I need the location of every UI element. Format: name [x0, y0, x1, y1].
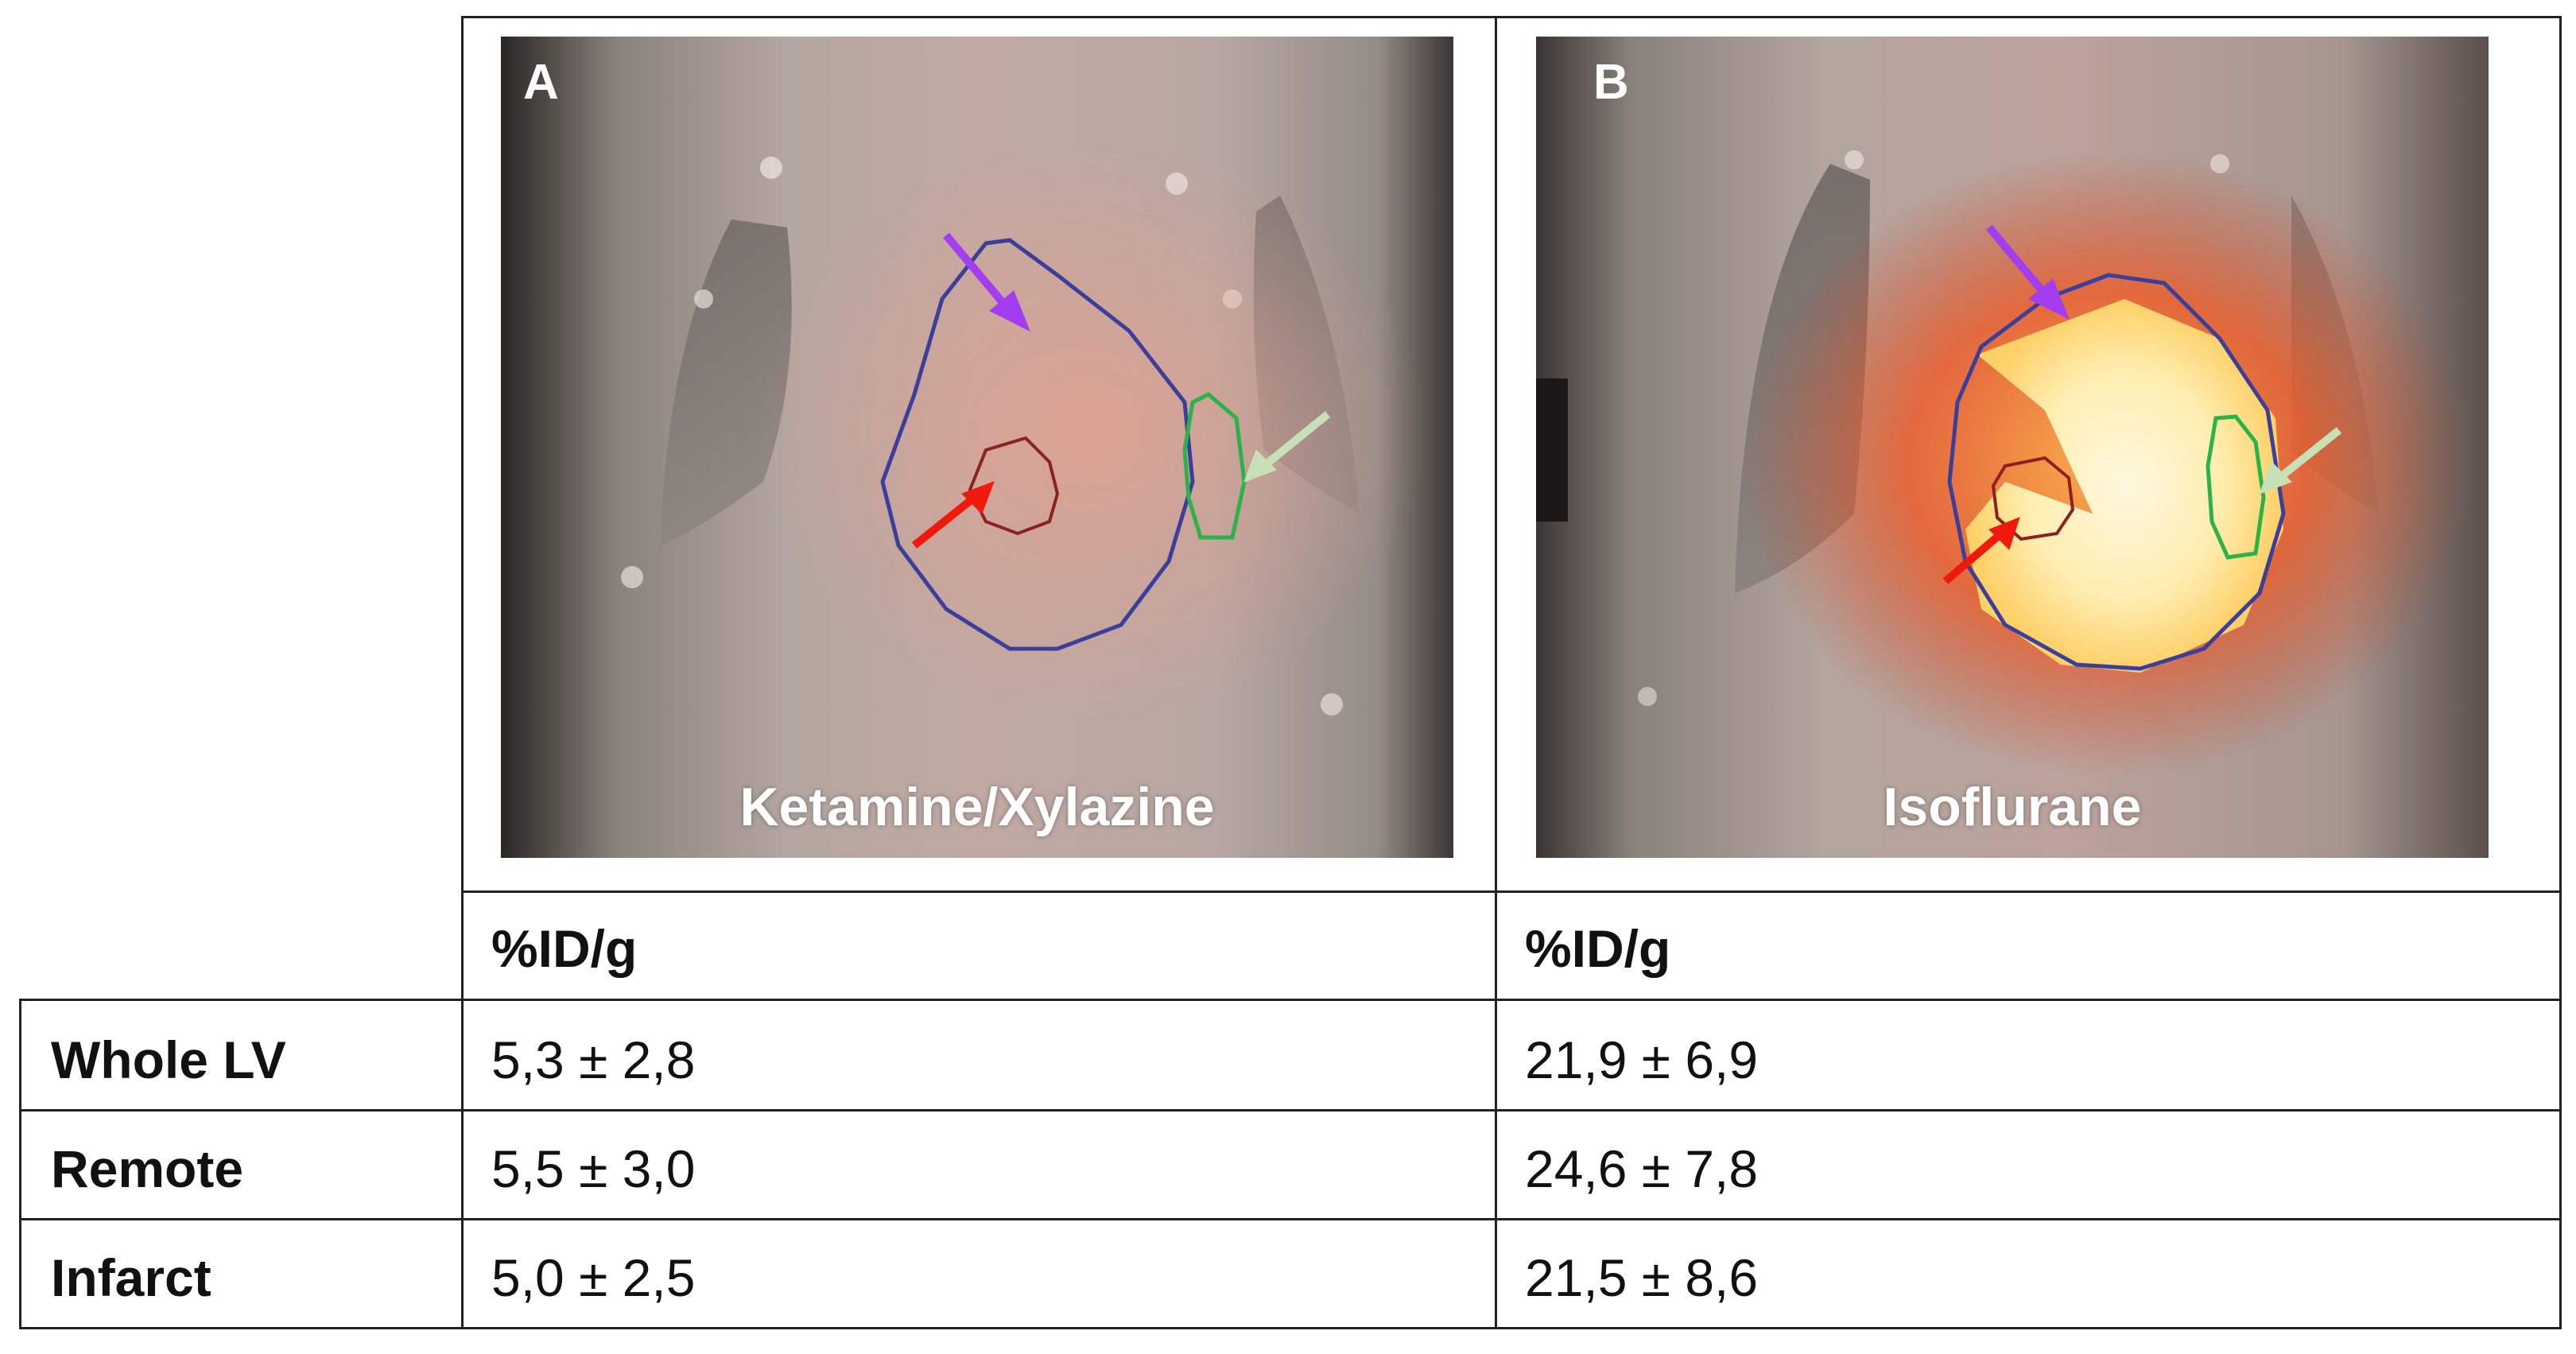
arrow-remote-a [1243, 411, 1331, 483]
table-row1-bottom-border [19, 1109, 2562, 1112]
row-label-whole-lv: Whole LV [51, 1030, 286, 1089]
table-right-border [2559, 16, 2562, 1329]
cell-whole-lv-a: 5,3 ± 2,8 [491, 1030, 696, 1089]
panel-letter-a: A [523, 55, 559, 110]
arrow-infarct-b [1942, 517, 2020, 584]
panel-letter-b: B [1593, 55, 1629, 110]
remote-contour-a [1182, 392, 1247, 540]
pet-image-panel-a: A Ketamine/Xylazine [501, 37, 1453, 858]
cell-whole-lv-b: 21,9 ± 6,9 [1525, 1030, 1759, 1089]
pet-image-panel-b: B Isoflurane [1536, 37, 2489, 858]
pet-ct-image-a [501, 37, 1453, 858]
pet-ct-image-b [1536, 37, 2489, 858]
infarct-contour-b [1991, 456, 2075, 541]
arrow-lv-a [943, 232, 1030, 332]
cell-remote-a: 5,5 ± 3,0 [491, 1139, 696, 1198]
table-top-border [461, 16, 2562, 18]
header-unit-b: %ID/g [1525, 919, 1671, 978]
lv-contour-b [1947, 273, 2286, 671]
arrow-infarct-a [911, 481, 995, 549]
panel-caption-a: Ketamine/Xylazine [739, 777, 1215, 837]
lv-contour-a [880, 238, 1195, 651]
arrow-lv-b [1986, 224, 2070, 320]
table-row2-bottom-border [19, 1218, 2562, 1220]
table-col2-border [1495, 16, 1497, 1329]
arrow-remote-b [2259, 427, 2342, 495]
cell-remote-b: 24,6 ± 7,8 [1525, 1139, 1759, 1198]
table-header-top-border [461, 890, 2562, 893]
cell-infarct-b: 21,5 ± 8,6 [1525, 1248, 1759, 1307]
table-col1-border [461, 16, 464, 1329]
table-header-bottom-border [19, 999, 2562, 1001]
table-left-border [19, 999, 21, 1329]
panel-caption-b: Isoflurane [1883, 777, 2142, 837]
remote-contour-b [2206, 414, 2266, 560]
header-unit-a: %ID/g [491, 919, 638, 978]
row-label-infarct: Infarct [51, 1248, 211, 1307]
row-label-remote: Remote [51, 1139, 244, 1198]
cell-infarct-a: 5,0 ± 2,5 [491, 1248, 696, 1307]
table-bottom-border [19, 1327, 2562, 1329]
